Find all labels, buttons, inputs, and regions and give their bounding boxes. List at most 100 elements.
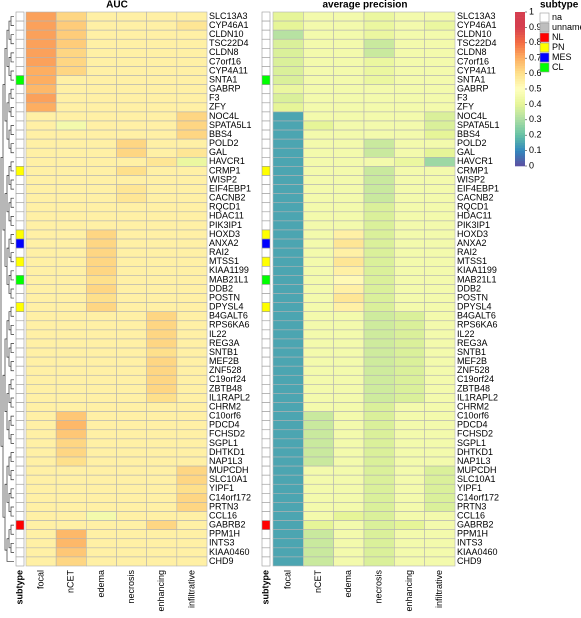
legend-swatch xyxy=(539,42,550,53)
subtype-cell xyxy=(261,556,271,567)
heat-cell xyxy=(25,456,57,467)
heat-cell xyxy=(116,411,147,421)
legend-swatch xyxy=(539,52,550,63)
heat-cell xyxy=(25,166,57,176)
heat-cell xyxy=(25,75,57,85)
heat-cell xyxy=(363,229,395,240)
heat-cell xyxy=(303,483,334,494)
heat-cell xyxy=(146,138,178,149)
heat-cell xyxy=(272,29,304,40)
heat-cell xyxy=(146,529,178,540)
heat-cell xyxy=(424,284,456,294)
heat-cell xyxy=(55,456,87,467)
heat-cell xyxy=(363,502,395,512)
colorbar-swatch xyxy=(515,130,525,133)
heat-cell xyxy=(55,184,87,194)
heat-cell xyxy=(424,138,456,149)
heat-cell xyxy=(116,157,147,167)
heat-cell xyxy=(146,474,178,485)
heat-cell xyxy=(394,320,425,331)
heat-cell xyxy=(363,329,395,340)
colorbar-swatch xyxy=(515,63,525,67)
heat-cell xyxy=(333,202,365,213)
heat-cell xyxy=(116,384,147,394)
heat-cell xyxy=(363,11,395,22)
row-label: IL22 xyxy=(209,329,227,339)
row-label: CYP4A11 xyxy=(457,65,496,75)
heat-cell xyxy=(176,29,208,40)
colorbar-swatch xyxy=(515,86,525,90)
heat-cell xyxy=(424,556,456,567)
heat-cell xyxy=(25,102,57,113)
heat-cell xyxy=(272,202,304,213)
row-label: EIF4EBP1 xyxy=(457,183,499,193)
heat-cell xyxy=(303,320,334,331)
heat-cell xyxy=(303,238,334,249)
heat-cell xyxy=(146,347,178,358)
subtype-cell xyxy=(261,547,271,558)
heat-cell xyxy=(394,529,425,540)
heat-cell xyxy=(394,456,425,467)
subtype-cell xyxy=(15,547,25,558)
row-label: POSTN xyxy=(457,292,488,302)
heat-cell xyxy=(424,157,456,167)
row-label: SLC13A3 xyxy=(209,11,248,21)
subtype-cell xyxy=(261,456,271,467)
heat-cell xyxy=(424,474,456,485)
subtype-cell xyxy=(261,120,271,131)
heat-cell xyxy=(116,247,147,258)
heat-cell xyxy=(363,538,395,549)
heat-cell xyxy=(363,302,395,313)
heat-cell xyxy=(424,202,456,213)
heat-cell xyxy=(55,147,87,158)
heat-cell xyxy=(176,202,208,213)
heat-cell xyxy=(55,420,87,431)
heat-cell xyxy=(25,483,57,494)
heat-cell xyxy=(25,538,57,549)
colorbar-swatch xyxy=(515,45,525,49)
heat-cell xyxy=(424,84,456,95)
heat-cell xyxy=(176,211,208,222)
heat-cell xyxy=(394,120,425,131)
row-label: MAB21L1 xyxy=(209,274,249,284)
heat-cell xyxy=(25,129,57,140)
heat-cell xyxy=(25,256,57,267)
heat-cell xyxy=(424,302,456,313)
colorbar-swatch xyxy=(515,117,525,121)
heat-cell xyxy=(176,483,208,494)
subtype-cell xyxy=(261,511,271,521)
heat-cell xyxy=(55,129,87,140)
heat-cell xyxy=(424,374,456,385)
subtype-cell xyxy=(15,275,25,285)
heat-cell xyxy=(303,129,334,140)
heat-cell xyxy=(176,138,208,149)
heat-cell xyxy=(146,302,178,313)
row-label: C19orf24 xyxy=(457,374,494,384)
row-label: HOXD3 xyxy=(209,229,240,239)
heat-cell xyxy=(394,193,425,204)
dendrogram xyxy=(10,270,14,281)
heat-cell xyxy=(176,520,208,530)
row-label: CACNB2 xyxy=(457,193,494,203)
heat-cell xyxy=(86,229,117,240)
heat-cell xyxy=(116,166,147,176)
subtype-cell xyxy=(15,93,25,104)
heat-cell xyxy=(116,502,147,512)
subtype-cell xyxy=(15,75,25,85)
row-label: MTSS1 xyxy=(457,256,487,266)
heat-cell xyxy=(363,293,395,303)
heat-cell xyxy=(25,175,57,185)
heat-cell xyxy=(55,238,87,249)
colorbar-swatch xyxy=(515,140,525,144)
subtype-cell xyxy=(261,356,271,367)
heat-cell xyxy=(333,465,365,476)
row-label: KIAA1199 xyxy=(457,265,497,275)
heat-cell xyxy=(86,356,117,367)
subtype-cell xyxy=(15,429,25,440)
heat-cell xyxy=(394,157,425,167)
row-label: MEF2B xyxy=(209,356,239,366)
heat-cell xyxy=(146,493,178,503)
subtype-cell xyxy=(15,447,25,458)
heat-cell xyxy=(424,547,456,558)
heat-cell xyxy=(272,447,304,458)
